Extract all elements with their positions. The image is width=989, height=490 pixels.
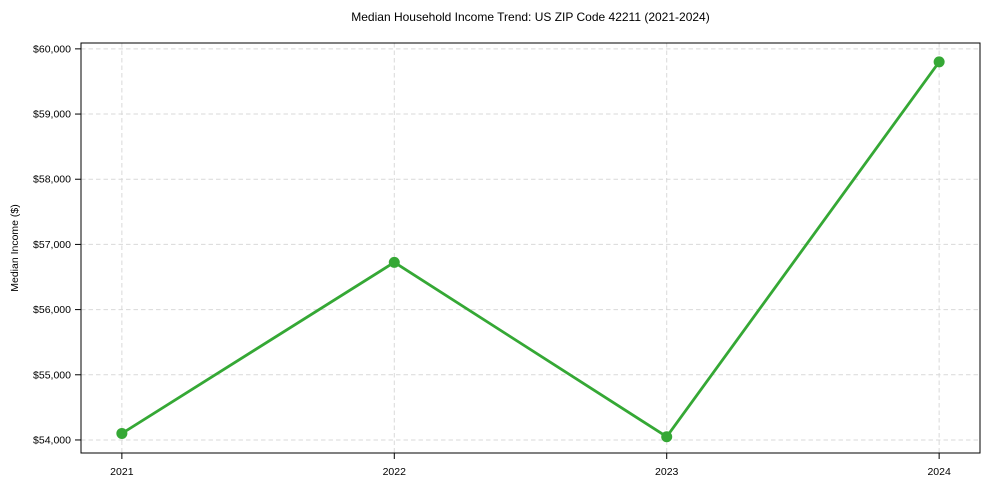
chart-title: Median Household Income Trend: US ZIP Co…	[351, 10, 710, 24]
data-point-2021	[116, 427, 128, 439]
x-tick-label: 2022	[383, 466, 407, 478]
x-tick-label: 2021	[110, 466, 134, 478]
trend-line	[120, 60, 941, 439]
data-point-2022	[388, 256, 400, 268]
data-point-2024	[933, 56, 945, 68]
y-tick-label: $59,000	[33, 109, 71, 121]
y-tick-label: $60,000	[33, 43, 71, 55]
y-tick-label: $56,000	[33, 304, 71, 316]
y-tick-label: $55,000	[33, 369, 71, 381]
x-tick-label: 2024	[927, 466, 951, 478]
y-tick-label: $54,000	[33, 434, 71, 446]
y-tick-label: $58,000	[33, 174, 71, 186]
y-tick-label: $57,000	[33, 239, 71, 251]
data-point-2023	[661, 431, 673, 443]
x-tick-label: 2023	[655, 466, 679, 478]
plot-border	[80, 42, 981, 454]
